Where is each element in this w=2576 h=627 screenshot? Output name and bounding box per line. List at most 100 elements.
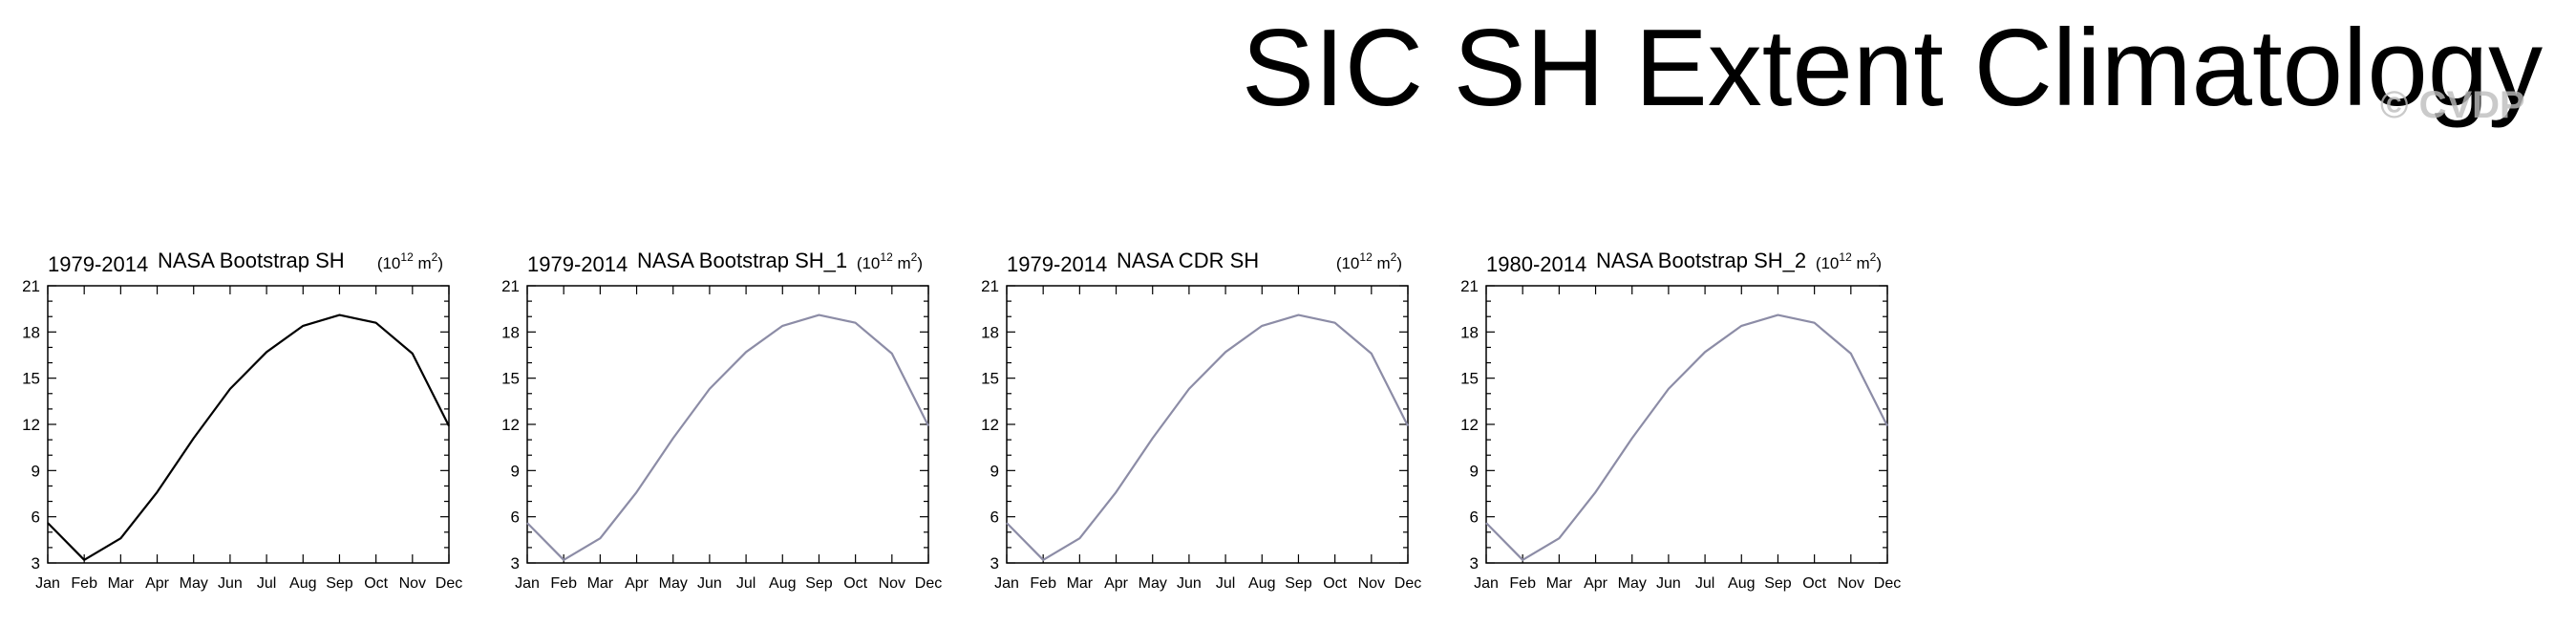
x-tick-label: Dec: [1394, 575, 1421, 592]
page-title: SIC SH Extent Climatology: [1242, 8, 2544, 129]
plot-frame: [1006, 285, 1409, 564]
x-tick-label: Sep: [1285, 575, 1312, 592]
y-tick-label: 15: [981, 370, 999, 388]
x-tick-label: Oct: [843, 575, 867, 592]
x-tick-label: Dec: [1874, 575, 1901, 592]
y-tick-label: 9: [511, 462, 520, 480]
plot-frame: [1485, 285, 1888, 564]
x-tick-label: May: [1618, 575, 1647, 592]
x-tick-label: May: [1139, 575, 1167, 592]
y-tick-label: 3: [32, 554, 40, 573]
x-tick-label: Nov: [879, 575, 905, 592]
chart-units-label: (1012 m2): [857, 250, 923, 272]
x-tick-label: Dec: [436, 575, 462, 592]
x-tick-label: Jan: [515, 575, 540, 592]
x-tick-label: Jul: [1695, 575, 1714, 592]
x-tick-label: Apr: [1104, 575, 1129, 592]
x-tick-label: Nov: [399, 575, 426, 592]
y-tick-label: 9: [1470, 462, 1479, 480]
chart-panel-3: 1979-2014 NASA CDR SH (1012 m2) 3 6 9 12 15 18 21…: [981, 249, 1421, 592]
chart-title: NASA CDR SH: [1117, 249, 1259, 272]
y-tick-label: 21: [22, 277, 40, 295]
x-tick-label: Mar: [108, 575, 135, 592]
chart-panel-1: 1979-2014 NASA Bootstrap SH (1012 m2) 3 6 9 12…: [22, 249, 462, 592]
x-tick-label: Mar: [587, 575, 614, 592]
y-tick-label: 15: [1460, 370, 1479, 388]
x-tick-label: Oct: [364, 575, 388, 592]
y-tick-label: 12: [22, 416, 40, 434]
x-tick-label: Sep: [805, 575, 833, 592]
series-line: [526, 314, 929, 561]
plot-frame: [526, 285, 929, 564]
x-tick-label: Feb: [550, 575, 577, 592]
x-tick-label: Oct: [1802, 575, 1826, 592]
series-line: [1006, 314, 1409, 561]
y-tick-label: 18: [981, 323, 999, 341]
chart-units-label: (1012 m2): [377, 250, 443, 272]
chart-units-label: (1012 m2): [1336, 250, 1402, 272]
x-tick-label: Jul: [257, 575, 276, 592]
y-tick-label: 15: [22, 370, 40, 388]
y-tick-label: 21: [1460, 277, 1479, 295]
y-tick-label: 12: [1460, 416, 1479, 434]
x-tick-label: Jan: [35, 575, 60, 592]
x-tick-label: Jul: [1216, 575, 1235, 592]
x-tick-label: Nov: [1838, 575, 1864, 592]
watermark-logo: © CVDP: [2380, 84, 2525, 126]
x-tick-label: Mar: [1546, 575, 1573, 592]
plot-frame: [47, 285, 450, 564]
y-tick-label: 18: [22, 323, 40, 341]
series-line: [1485, 314, 1888, 561]
y-tick-label: 6: [32, 508, 40, 527]
y-tick-label: 6: [511, 508, 520, 527]
y-tick-label: 12: [501, 416, 520, 434]
x-tick-label: Jan: [1474, 575, 1499, 592]
x-tick-label: Aug: [289, 575, 316, 592]
x-tick-label: Sep: [326, 575, 353, 592]
y-tick-label: 21: [501, 277, 520, 295]
y-tick-label: 9: [990, 462, 999, 480]
y-tick-label: 18: [501, 323, 520, 341]
chart-title: NASA Bootstrap SH_2: [1596, 249, 1806, 272]
x-tick-label: Aug: [769, 575, 796, 592]
x-tick-label: Nov: [1358, 575, 1385, 592]
x-tick-label: Aug: [1248, 575, 1275, 592]
y-tick-label: 12: [981, 416, 999, 434]
y-tick-label: 9: [32, 462, 40, 480]
chart-period-label: 1979-2014: [1007, 252, 1107, 276]
x-tick-label: Apr: [625, 575, 649, 592]
x-tick-label: May: [659, 575, 688, 592]
x-tick-label: Dec: [915, 575, 942, 592]
chart-period-label: 1980-2014: [1486, 252, 1586, 276]
chart-panel-4: 1980-2014 NASA Bootstrap SH_2 (1012 m2) 3 6 9…: [1460, 249, 1901, 592]
chart-period-label: 1979-2014: [527, 252, 628, 276]
x-tick-label: Jul: [736, 575, 756, 592]
chart-panel-2: 1979-2014 NASA Bootstrap SH_1 (1012 m2) 3 6 9…: [501, 249, 942, 592]
x-tick-label: Feb: [71, 575, 97, 592]
y-tick-label: 3: [990, 554, 999, 573]
y-tick-label: 3: [1470, 554, 1479, 573]
x-tick-label: Feb: [1030, 575, 1056, 592]
x-tick-label: May: [180, 575, 208, 592]
y-tick-label: 18: [1460, 323, 1479, 341]
x-tick-label: Jun: [697, 575, 722, 592]
x-tick-label: Apr: [1584, 575, 1608, 592]
chart-title: NASA Bootstrap SH_1: [637, 249, 847, 272]
x-tick-label: Jun: [1177, 575, 1202, 592]
chart-period-label: 1979-2014: [48, 252, 148, 276]
x-tick-label: Sep: [1764, 575, 1792, 592]
x-tick-label: Aug: [1728, 575, 1755, 592]
x-tick-label: Oct: [1323, 575, 1347, 592]
chart-units-label: (1012 m2): [1816, 250, 1882, 272]
y-tick-label: 6: [990, 508, 999, 527]
x-tick-label: Mar: [1067, 575, 1094, 592]
x-tick-label: Apr: [145, 575, 170, 592]
y-tick-label: 3: [511, 554, 520, 573]
x-tick-label: Feb: [1509, 575, 1536, 592]
series-line: [47, 314, 450, 561]
x-tick-label: Jun: [1656, 575, 1681, 592]
x-tick-label: Jan: [994, 575, 1019, 592]
y-tick-label: 21: [981, 277, 999, 295]
x-tick-label: Jun: [218, 575, 243, 592]
